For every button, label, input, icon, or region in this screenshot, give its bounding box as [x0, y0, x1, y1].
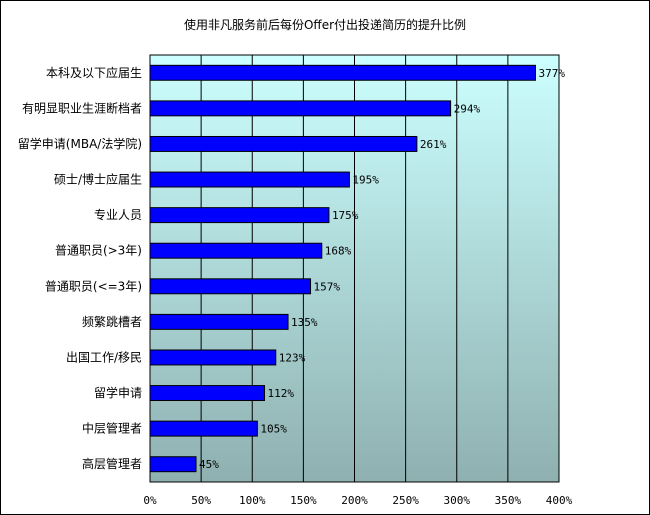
x-tick-label: 50%: [191, 494, 211, 507]
bar: [149, 420, 258, 437]
bar: [149, 313, 289, 330]
data-label: 195%: [352, 174, 379, 187]
category-label: 普通职员(>3年): [55, 244, 142, 258]
data-label: 168%: [325, 245, 352, 258]
bar: [149, 207, 330, 224]
category-label: 出国工作/移民: [66, 350, 142, 364]
x-axis-ticks: 0% 50% 100% 150% 200% 250% 300% 350% 400%: [143, 494, 572, 507]
data-label: 105%: [260, 423, 287, 436]
bar: [149, 64, 536, 81]
bar: [149, 171, 350, 188]
gridlines: [200, 55, 509, 482]
category-label: 有明显职业生涯断档者: [22, 100, 142, 115]
x-tick-label: 350%: [495, 494, 522, 507]
data-labels: 377% 294% 261% 195% 175% 168% 157% 135% 123% 112%…: [199, 67, 565, 471]
bar: [149, 385, 266, 402]
bar: [149, 135, 418, 152]
data-label: 45%: [199, 458, 219, 471]
bar: [149, 456, 197, 473]
bars: [149, 64, 536, 473]
category-label: 留学申请(MBA/法学院): [18, 136, 142, 151]
category-label: 频繁跳槽者: [82, 314, 142, 329]
x-tick-label: 150%: [290, 494, 317, 507]
bar: [149, 349, 277, 366]
data-label: 112%: [268, 387, 295, 400]
x-tick-label: 250%: [392, 494, 419, 507]
x-tick-label: 400%: [546, 494, 573, 507]
category-label: 硕士/博士应届生: [54, 172, 142, 187]
x-tick-label: 200%: [341, 494, 368, 507]
data-label: 175%: [332, 209, 359, 222]
category-label: 本科及以下应届生: [46, 65, 142, 80]
data-label: 377%: [538, 67, 565, 80]
data-label: 294%: [454, 102, 481, 115]
category-label: 留学申请: [94, 385, 142, 400]
x-tick-label: 300%: [444, 494, 471, 507]
data-label: 123%: [279, 351, 306, 364]
category-label: 普通职员(<=3年): [45, 279, 142, 293]
chart-title: 使用非凡服务前后每份Offer付出投递简历的提升比例: [183, 18, 467, 32]
bar: [149, 242, 323, 259]
category-label: 中层管理者: [82, 421, 142, 436]
data-label: 157%: [314, 280, 341, 293]
bar: [149, 278, 312, 295]
bar: [149, 100, 452, 117]
data-label: 261%: [420, 138, 447, 151]
x-tick-label: 100%: [239, 494, 266, 507]
category-label: 高层管理者: [82, 456, 142, 471]
x-tick-label: 0%: [143, 494, 157, 507]
data-label: 135%: [291, 316, 318, 329]
category-label: 专业人员: [94, 207, 142, 222]
